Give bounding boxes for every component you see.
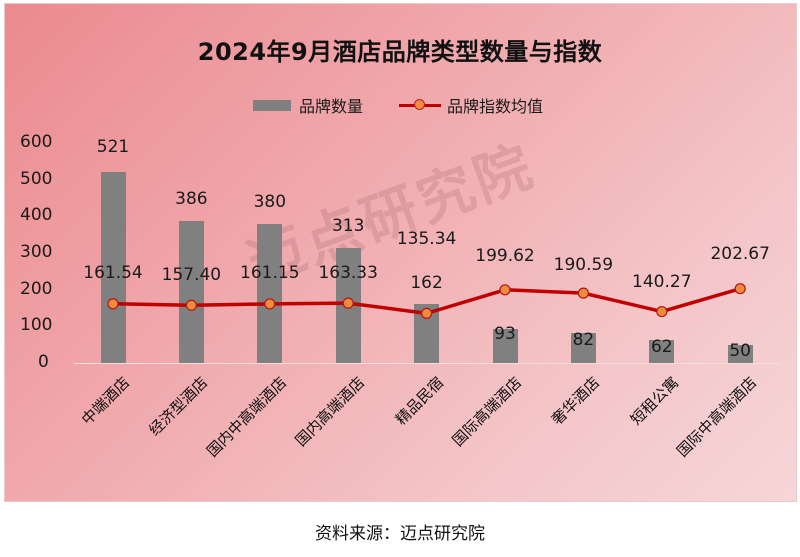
bar	[649, 340, 675, 363]
y-tick-label: 600	[20, 132, 53, 152]
chart-panel	[4, 3, 797, 502]
bar	[492, 328, 518, 363]
legend-line-label: 品牌指数均值	[447, 97, 544, 116]
legend-line-swatch-icon	[399, 99, 442, 111]
y-tick-label: 500	[20, 168, 53, 189]
line-value-label: 161.54	[83, 263, 143, 283]
bar-value-label: 386	[175, 189, 208, 209]
line-marker	[107, 298, 119, 310]
line-value-label: 190.59	[553, 255, 614, 275]
line-value-label: 161.15	[240, 263, 300, 283]
line-value-label: 163.33	[318, 263, 378, 283]
line-value-label: 199.62	[475, 246, 535, 266]
bar-value-label: 380	[253, 192, 287, 212]
line-value-label: 140.27	[632, 272, 692, 292]
y-tick-label: 0	[38, 352, 49, 372]
legend-bar-label: 品牌数量	[299, 97, 364, 116]
line-value-label: 135.34	[396, 229, 457, 249]
bar-value-label: 521	[96, 137, 130, 157]
y-tick-label: 300	[20, 242, 53, 262]
bar-value-label: 62	[650, 337, 673, 357]
chart-title: 2024年9月酒店品牌类型数量与指数	[197, 38, 603, 66]
line-marker	[577, 287, 590, 299]
line-marker	[185, 299, 197, 311]
source-note: 资料来源：迈点研究院	[315, 524, 485, 544]
line-marker	[734, 283, 746, 295]
bar	[257, 223, 283, 363]
y-tick-label: 200	[20, 278, 53, 299]
bar	[570, 332, 596, 363]
line-value-label: 157.40	[161, 265, 222, 285]
y-tick-label: 100	[20, 315, 53, 336]
bar-value-label: 93	[494, 324, 516, 344]
line-marker	[499, 284, 511, 296]
bar	[727, 344, 753, 363]
bar	[100, 171, 126, 363]
line-marker	[656, 305, 668, 318]
bar-value-label: 313	[331, 216, 365, 236]
bar-value-label: 50	[729, 341, 751, 361]
y-tick-label: 400	[20, 205, 53, 226]
legend-bar-swatch-icon	[253, 99, 291, 111]
bar-value-label: 162	[410, 273, 443, 293]
line-value-label: 202.67	[710, 244, 770, 264]
x-axis-line	[74, 363, 780, 364]
line-marker	[264, 298, 276, 310]
line-marker	[421, 307, 433, 319]
line-marker	[342, 297, 354, 309]
bar	[178, 221, 204, 363]
legend: 品牌数量 品牌指数均值	[253, 95, 544, 116]
bar-value-label: 82	[572, 330, 595, 350]
